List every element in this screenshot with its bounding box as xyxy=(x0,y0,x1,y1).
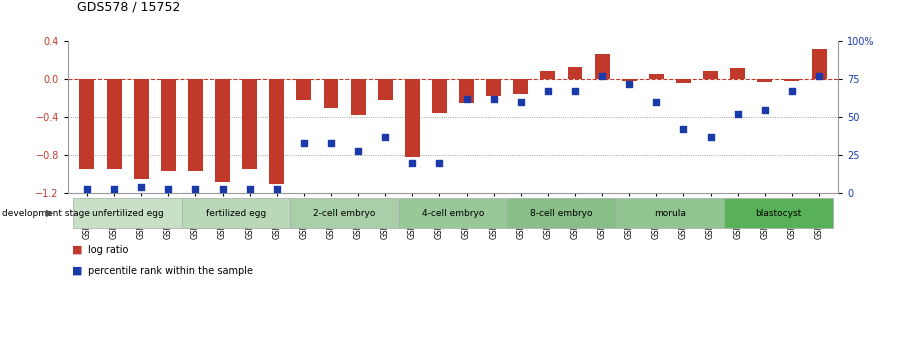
Point xyxy=(134,184,149,190)
Bar xyxy=(188,79,203,171)
Bar xyxy=(215,79,230,182)
Point xyxy=(568,89,583,94)
Bar xyxy=(567,67,583,79)
Bar xyxy=(290,198,399,228)
Text: ■: ■ xyxy=(72,245,83,255)
Bar xyxy=(161,79,176,171)
Bar xyxy=(812,49,826,79)
Bar xyxy=(487,79,501,96)
Point xyxy=(351,148,365,154)
Point xyxy=(378,134,392,140)
Text: morula: morula xyxy=(654,208,686,218)
Bar xyxy=(514,79,528,93)
Bar xyxy=(649,73,664,79)
Point xyxy=(514,99,528,105)
Text: 2-cell embryo: 2-cell embryo xyxy=(313,208,376,218)
Point xyxy=(757,107,772,112)
Bar xyxy=(269,79,284,184)
Text: unfertilized egg: unfertilized egg xyxy=(92,208,163,218)
Point xyxy=(80,186,94,191)
Bar xyxy=(107,79,121,169)
Bar xyxy=(594,54,610,79)
Bar xyxy=(296,79,312,100)
Text: blastocyst: blastocyst xyxy=(756,208,802,218)
Text: log ratio: log ratio xyxy=(88,245,129,255)
Point xyxy=(622,81,637,87)
Bar xyxy=(757,79,772,82)
Bar xyxy=(351,79,365,115)
Text: development stage: development stage xyxy=(2,208,90,218)
Bar xyxy=(405,79,419,157)
Bar xyxy=(622,79,637,81)
Bar xyxy=(676,79,691,83)
Point xyxy=(812,73,826,79)
Text: percentile rank within the sample: percentile rank within the sample xyxy=(88,266,253,276)
Bar xyxy=(507,198,616,228)
Point xyxy=(649,99,663,105)
Bar xyxy=(323,79,339,108)
Point xyxy=(703,134,718,140)
Point xyxy=(216,186,230,191)
Point xyxy=(676,127,690,132)
Bar xyxy=(182,198,290,228)
Point xyxy=(269,186,284,191)
Bar xyxy=(399,198,507,228)
Bar xyxy=(432,79,447,112)
Point xyxy=(595,73,610,79)
Bar xyxy=(724,198,833,228)
Bar xyxy=(80,79,94,169)
Point xyxy=(785,89,799,94)
Point xyxy=(459,96,474,102)
Text: GDS578 / 15752: GDS578 / 15752 xyxy=(77,1,180,14)
Point xyxy=(730,111,745,117)
Text: 8-cell embryo: 8-cell embryo xyxy=(530,208,593,218)
Bar xyxy=(703,71,718,79)
Point xyxy=(188,186,203,191)
Bar xyxy=(541,71,555,79)
Bar xyxy=(242,79,257,169)
Point xyxy=(107,186,121,191)
Bar xyxy=(134,79,149,179)
Text: fertilized egg: fertilized egg xyxy=(206,208,266,218)
Point xyxy=(405,160,419,166)
Bar xyxy=(616,198,724,228)
Bar xyxy=(378,79,392,100)
Bar xyxy=(459,79,474,103)
Text: ▶: ▶ xyxy=(46,208,53,218)
Point xyxy=(323,140,338,146)
Point xyxy=(296,140,311,146)
Point xyxy=(432,160,447,166)
Text: 4-cell embryo: 4-cell embryo xyxy=(422,208,484,218)
Point xyxy=(487,96,501,102)
Bar xyxy=(730,68,745,79)
Bar xyxy=(73,198,182,228)
Text: ■: ■ xyxy=(72,266,83,276)
Bar xyxy=(785,79,799,81)
Point xyxy=(541,89,555,94)
Point xyxy=(243,186,257,191)
Point xyxy=(161,186,176,191)
